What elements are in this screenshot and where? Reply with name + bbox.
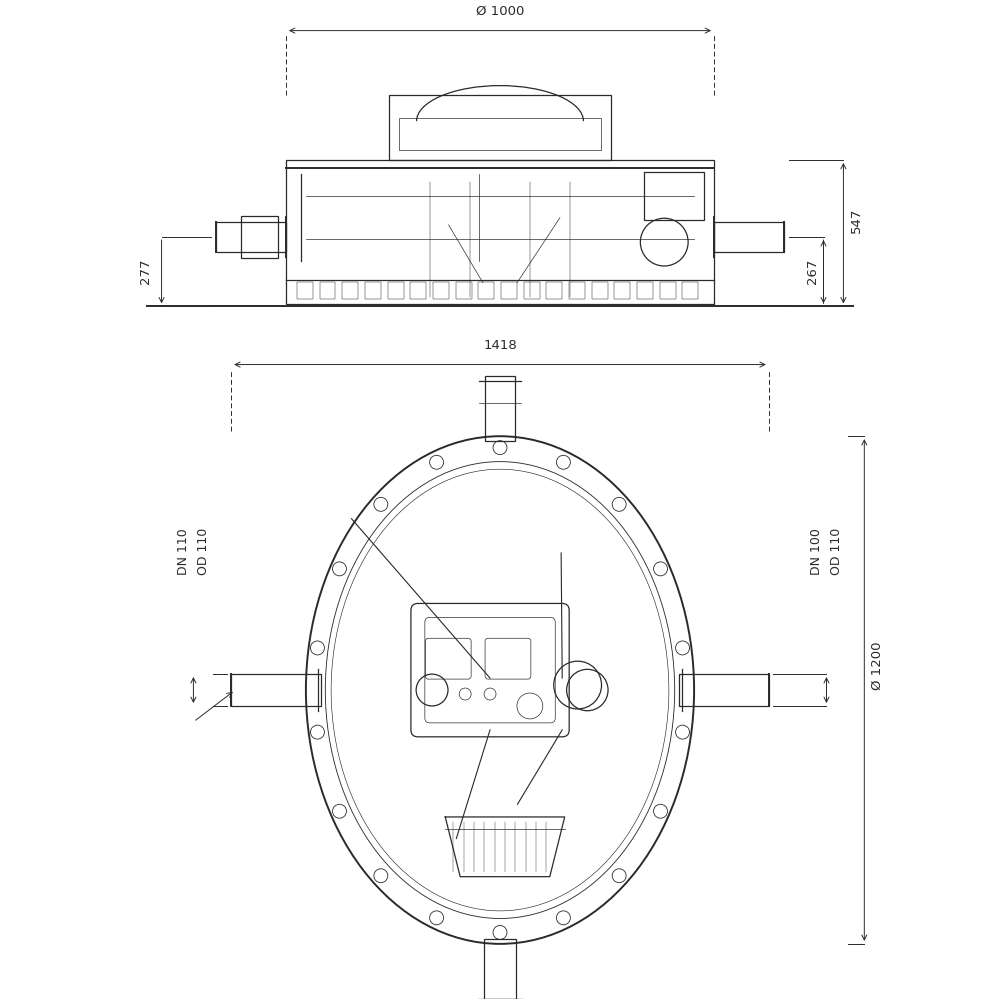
Text: 277: 277 xyxy=(139,259,152,284)
Bar xyxy=(410,282,426,299)
Text: OD 110: OD 110 xyxy=(830,527,843,575)
Bar xyxy=(478,282,494,299)
Bar xyxy=(484,939,516,999)
Bar xyxy=(389,95,611,160)
Bar xyxy=(433,282,449,299)
Bar xyxy=(569,282,585,299)
Text: DN 110: DN 110 xyxy=(177,528,190,575)
Text: Ø 1000: Ø 1000 xyxy=(476,5,524,18)
Bar xyxy=(592,282,608,299)
Bar xyxy=(399,118,601,150)
Bar xyxy=(637,282,653,299)
Bar xyxy=(216,222,286,252)
Bar xyxy=(456,282,472,299)
Bar xyxy=(524,282,540,299)
Bar xyxy=(714,222,784,252)
Bar xyxy=(342,282,358,299)
Bar xyxy=(286,160,714,304)
Bar xyxy=(546,282,562,299)
Text: 547: 547 xyxy=(850,208,863,233)
Text: OD 110: OD 110 xyxy=(197,527,210,575)
Text: 1418: 1418 xyxy=(483,339,517,352)
Bar xyxy=(614,282,630,299)
Bar xyxy=(231,674,321,706)
Text: 267: 267 xyxy=(806,259,819,284)
Bar xyxy=(501,282,517,299)
Bar xyxy=(679,674,769,706)
Bar xyxy=(297,282,313,299)
Text: Ø 1200: Ø 1200 xyxy=(871,642,884,690)
Bar xyxy=(485,376,515,441)
Bar xyxy=(682,282,698,299)
Text: DN 100: DN 100 xyxy=(810,528,823,575)
Bar xyxy=(241,216,278,258)
Bar xyxy=(388,282,404,299)
Bar xyxy=(660,282,676,299)
Bar xyxy=(365,282,381,299)
Bar xyxy=(320,282,335,299)
Bar xyxy=(644,172,704,220)
